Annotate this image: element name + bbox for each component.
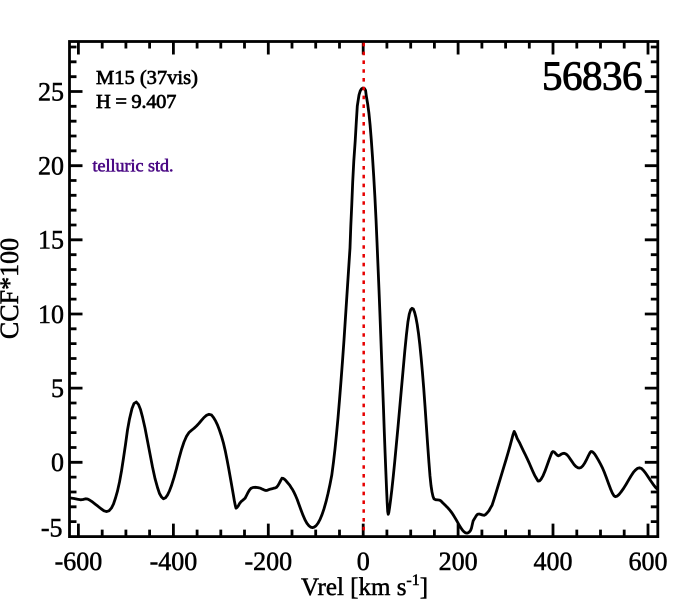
svg-text:5: 5 bbox=[51, 374, 64, 403]
svg-text:0: 0 bbox=[51, 448, 64, 477]
svg-text:Vrel [km s-1]: Vrel [km s-1] bbox=[301, 572, 428, 600]
svg-text:20: 20 bbox=[38, 152, 64, 181]
svg-text:CCF*100: CCF*100 bbox=[0, 238, 24, 339]
svg-text:M15 (37vis): M15 (37vis) bbox=[96, 67, 198, 89]
svg-text:-200: -200 bbox=[244, 547, 292, 576]
svg-text:-5: -5 bbox=[41, 514, 63, 543]
svg-text:15: 15 bbox=[38, 226, 64, 255]
svg-text:H = 9.407: H = 9.407 bbox=[96, 91, 176, 113]
svg-text:600: 600 bbox=[629, 547, 668, 576]
svg-text:-400: -400 bbox=[150, 547, 198, 576]
svg-text:25: 25 bbox=[38, 77, 64, 106]
svg-text:200: 200 bbox=[439, 547, 478, 576]
svg-text:400: 400 bbox=[534, 547, 573, 576]
svg-text:10: 10 bbox=[38, 300, 64, 329]
svg-text:0: 0 bbox=[357, 547, 370, 576]
svg-text:56836: 56836 bbox=[542, 53, 642, 99]
svg-text:-600: -600 bbox=[55, 547, 103, 576]
svg-text:telluric std.: telluric std. bbox=[93, 156, 174, 176]
